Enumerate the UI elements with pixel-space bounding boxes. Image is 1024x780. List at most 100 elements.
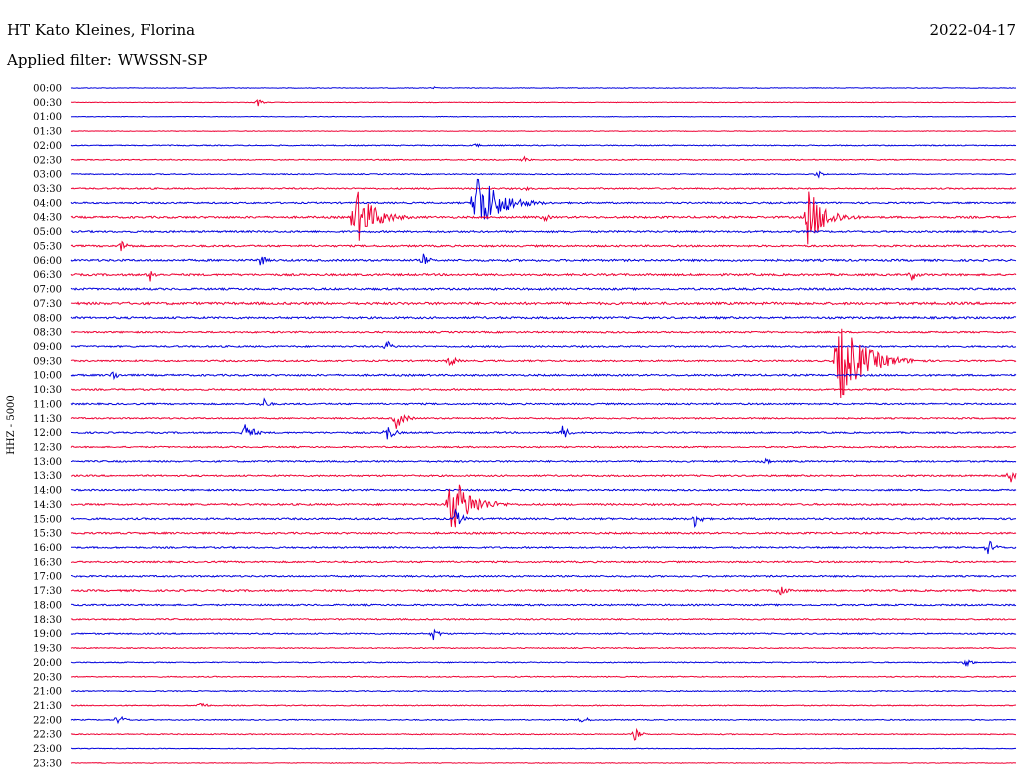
row-time-label: 17:30 <box>33 586 62 597</box>
trace-line <box>70 488 1017 492</box>
row-time-label: 20:30 <box>33 672 62 683</box>
row-time-label: 12:00 <box>33 428 62 439</box>
row-time-label: 23:00 <box>33 744 62 755</box>
trace-line <box>70 371 1017 381</box>
trace-line <box>70 155 1017 163</box>
trace-line <box>71 424 1017 440</box>
row-time-label: 09:00 <box>33 342 62 353</box>
row-time-label: 02:30 <box>33 155 62 166</box>
row-time-label: 13:00 <box>33 457 62 468</box>
trace-line <box>70 457 1017 465</box>
row-time-label: 22:30 <box>33 730 62 741</box>
trace-line <box>70 328 1017 399</box>
row-time-label: 08:30 <box>33 328 62 339</box>
trace-line <box>70 315 1017 320</box>
row-time-label: 19:30 <box>33 644 62 655</box>
trace-line <box>70 387 1017 392</box>
trace-line <box>70 659 1017 668</box>
row-time-label: 07:00 <box>33 285 62 296</box>
trace-line <box>70 340 1017 350</box>
row-time-label: 00:00 <box>33 84 62 95</box>
row-time-label: 11:00 <box>33 399 62 410</box>
row-time-label: 15:30 <box>33 529 62 540</box>
trace-line <box>70 689 1017 693</box>
trace-line <box>70 86 1017 90</box>
trace-line <box>70 484 1017 528</box>
row-time-label: 22:00 <box>33 715 62 726</box>
row-time-label: 10:30 <box>33 385 62 396</box>
filter-line: Applied filter: WWSSN-SP <box>7 51 208 69</box>
row-time-label: 19:00 <box>33 629 62 640</box>
row-time-label: 09:30 <box>33 356 62 367</box>
trace-line <box>70 229 1017 234</box>
row-time-label: 06:00 <box>33 256 62 267</box>
row-time-label: 03:30 <box>33 184 62 195</box>
trace-line <box>70 675 1017 678</box>
trace-line <box>70 253 1017 266</box>
trace-line <box>70 560 1017 564</box>
row-time-label: 20:00 <box>33 658 62 669</box>
row-time-label: 04:30 <box>33 213 62 224</box>
trace-line <box>70 702 1017 707</box>
row-time-label: 21:30 <box>33 701 62 712</box>
trace-line <box>71 540 1017 555</box>
trace-line <box>70 186 1017 192</box>
date-label: 2022-04-17 <box>929 21 1016 39</box>
filter-label: Applied filter: <box>7 51 112 69</box>
trace-line <box>70 646 1017 650</box>
row-time-label: 17:00 <box>33 572 62 583</box>
trace-line <box>70 143 1017 148</box>
trace-line <box>71 99 1016 107</box>
trace-line <box>70 727 1016 741</box>
trace-line <box>70 617 1017 621</box>
row-time-label: 10:00 <box>33 371 62 382</box>
row-time-label: 05:00 <box>33 227 62 238</box>
row-time-label: 00:30 <box>33 98 62 109</box>
row-time-label: 06:30 <box>33 270 62 281</box>
trace-line <box>70 191 1017 245</box>
row-time-label: 02:00 <box>33 141 62 152</box>
row-time-label: 18:00 <box>33 600 62 611</box>
trace-line <box>70 271 1017 282</box>
trace-line <box>70 586 1017 596</box>
trace-line <box>70 508 1017 529</box>
trace-line <box>70 747 1017 750</box>
row-time-label: 18:30 <box>33 615 62 626</box>
row-time-label: 21:00 <box>33 687 62 698</box>
trace-line <box>70 574 1017 578</box>
trace-line <box>70 628 1017 641</box>
trace-line <box>70 115 1017 118</box>
trace-line <box>70 330 1016 334</box>
row-time-label: 03:00 <box>33 170 62 181</box>
row-time-label: 11:30 <box>33 414 62 425</box>
row-time-label: 08:00 <box>33 313 62 324</box>
trace-line <box>70 240 1017 252</box>
trace-line <box>70 287 1017 292</box>
trace-line <box>70 471 1017 483</box>
trace-line <box>70 762 1016 764</box>
row-time-label: 12:30 <box>33 443 62 454</box>
row-time-label: 15:00 <box>33 514 62 525</box>
row-time-label: 01:30 <box>33 127 62 138</box>
row-time-label: 01:00 <box>33 112 62 123</box>
trace-line <box>70 603 1017 607</box>
row-time-label: 04:00 <box>33 198 62 209</box>
row-time-label: 16:30 <box>33 557 62 568</box>
trace-line <box>70 178 1017 220</box>
trace-line <box>70 397 1017 407</box>
trace-line <box>70 414 1017 429</box>
row-time-label: 13:30 <box>33 471 62 482</box>
row-time-label: 14:00 <box>33 486 62 497</box>
trace-line <box>70 170 1017 179</box>
row-time-label: 14:30 <box>33 500 62 511</box>
row-time-label: 07:30 <box>33 299 62 310</box>
row-time-label: 16:00 <box>33 543 62 554</box>
row-time-label: 23:30 <box>33 758 62 769</box>
row-time-label: 05:30 <box>33 241 62 252</box>
trace-line <box>70 531 1017 535</box>
trace-line <box>70 445 1017 449</box>
filter-value: WWSSN-SP <box>117 51 208 69</box>
station-title: HT Kato Kleines, Florina <box>7 21 196 39</box>
trace-line <box>70 301 1017 306</box>
